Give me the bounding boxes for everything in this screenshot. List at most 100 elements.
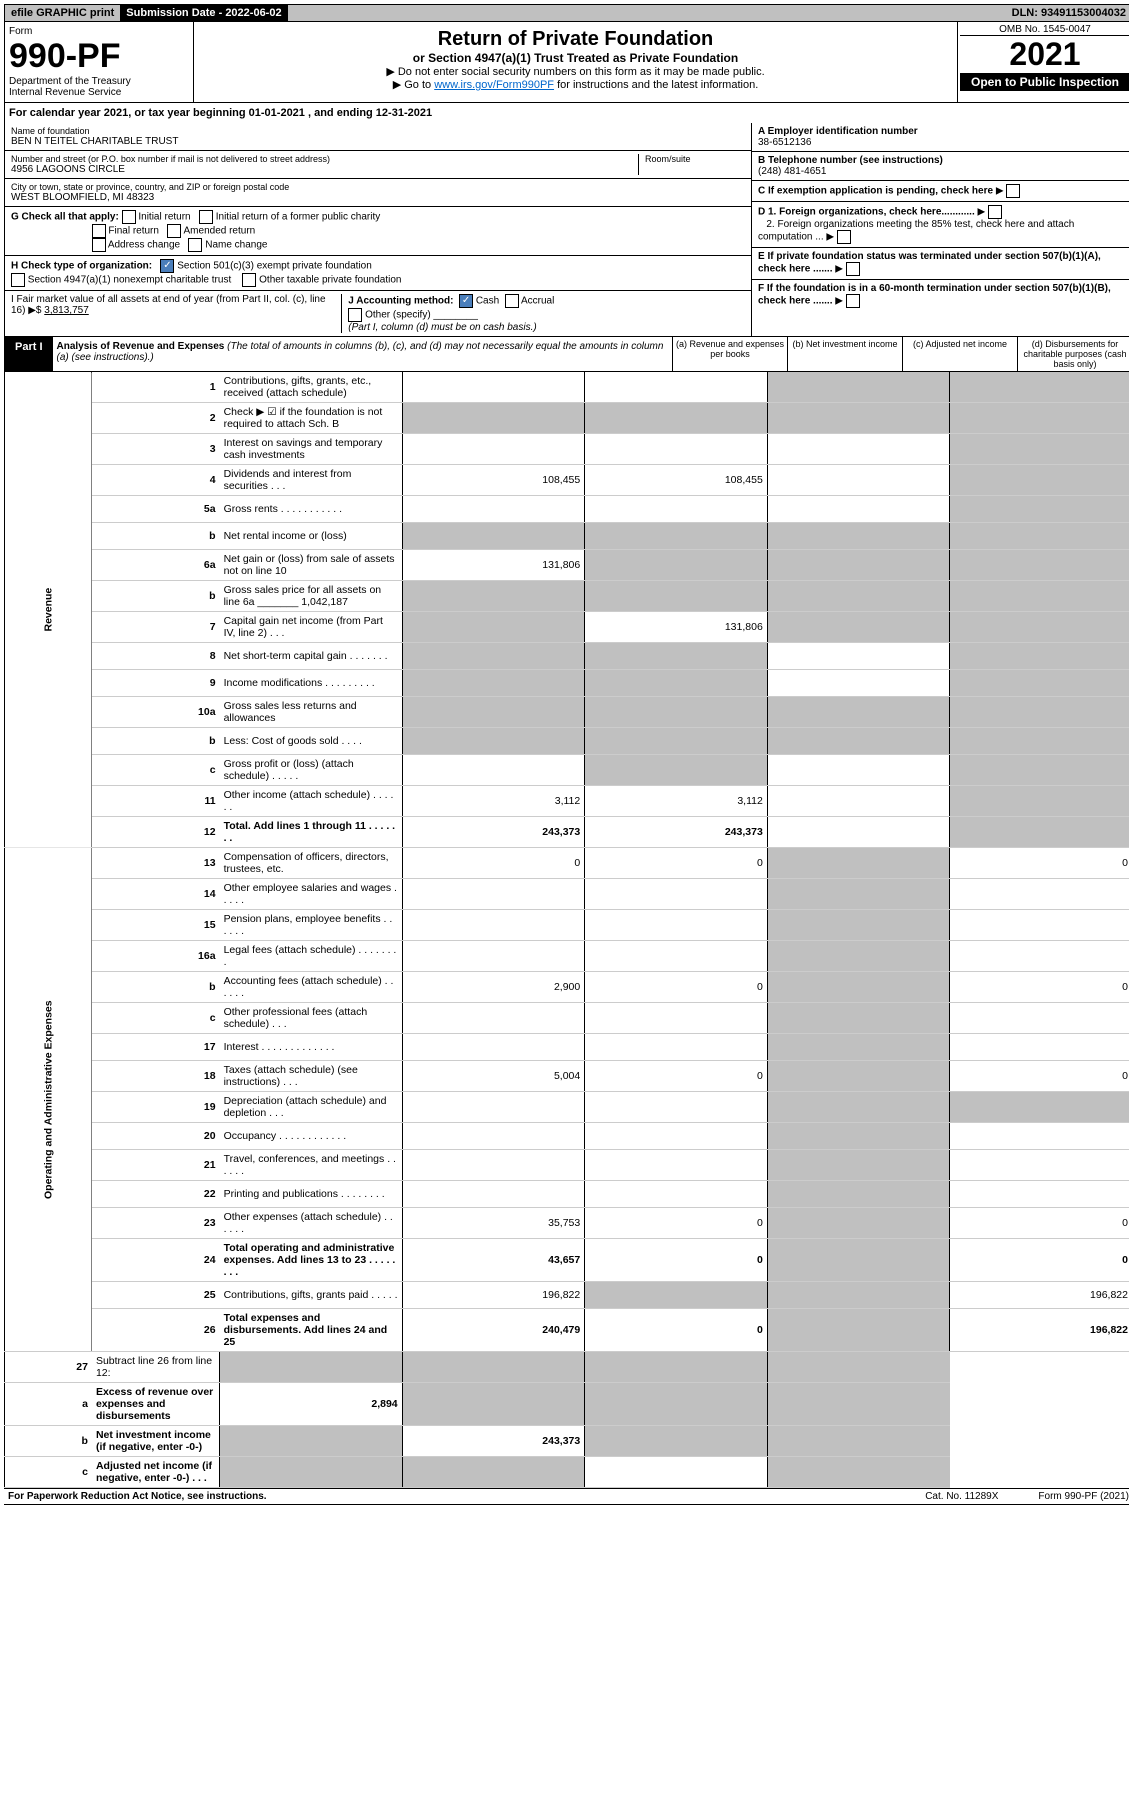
line-num: b: [5, 1426, 92, 1457]
entity-info: Name of foundation BEN N TEITEL CHARITAB…: [4, 123, 1129, 337]
line-num: 21: [92, 1150, 220, 1181]
line-num: 3: [92, 434, 220, 465]
form-ref: Form 990-PF (2021): [1038, 1491, 1129, 1502]
line-num: 10a: [92, 697, 220, 728]
line-desc: Contributions, gifts, grants, etc., rece…: [220, 372, 403, 403]
line-num: 23: [92, 1208, 220, 1239]
form-header: Form 990-PF Department of the Treasury I…: [4, 22, 1129, 103]
line-desc: Printing and publications . . . . . . . …: [220, 1181, 403, 1208]
cat-no: Cat. No. 11289X: [925, 1491, 998, 1502]
chk-4947[interactable]: [11, 273, 25, 287]
line-desc: Subtract line 26 from line 12:: [92, 1352, 220, 1383]
line-num: c: [92, 755, 220, 786]
line-num: 6a: [92, 550, 220, 581]
line-desc: Net rental income or (loss): [220, 523, 403, 550]
chk-other-taxable[interactable]: [242, 273, 256, 287]
line-num: 15: [92, 910, 220, 941]
line-desc: Total expenses and disbursements. Add li…: [220, 1309, 403, 1352]
street-address: 4956 LAGOONS CIRCLE: [11, 164, 638, 175]
form-number: 990-PF: [9, 37, 189, 76]
line-num: 11: [92, 786, 220, 817]
chk-501c3[interactable]: [160, 259, 174, 273]
city-state-zip: WEST BLOOMFIELD, MI 48323: [11, 192, 745, 203]
line-num: 14: [92, 879, 220, 910]
chk-initial-former[interactable]: [199, 210, 213, 224]
chk-amended[interactable]: [167, 224, 181, 238]
line-num: b: [92, 523, 220, 550]
line-num: b: [92, 581, 220, 612]
room-label: Room/suite: [645, 154, 745, 164]
chk-accrual[interactable]: [505, 294, 519, 308]
line-desc: Income modifications . . . . . . . . .: [220, 670, 403, 697]
open-inspection: Open to Public Inspection: [960, 73, 1129, 91]
chk-final[interactable]: [92, 224, 106, 238]
line-desc: Capital gain net income (from Part IV, l…: [220, 612, 403, 643]
omb-number: OMB No. 1545-0047: [960, 24, 1129, 36]
line-desc: Other employee salaries and wages . . . …: [220, 879, 403, 910]
chk-d1[interactable]: [988, 205, 1002, 219]
name-label: Name of foundation: [11, 126, 745, 136]
chk-c[interactable]: [1006, 184, 1020, 198]
chk-d2[interactable]: [837, 230, 851, 244]
line-num: 17: [92, 1034, 220, 1061]
section-f: F If the foundation is in a 60-month ter…: [752, 280, 1129, 311]
section-d: D 1. Foreign organizations, check here..…: [752, 202, 1129, 248]
line-num: 16a: [92, 941, 220, 972]
form-title: Return of Private Foundation: [200, 28, 951, 51]
chk-address[interactable]: [92, 238, 106, 252]
line-desc: Gross rents . . . . . . . . . . .: [220, 496, 403, 523]
chk-cash[interactable]: [459, 294, 473, 308]
form-subtitle: or Section 4947(a)(1) Trust Treated as P…: [200, 51, 951, 65]
line-desc: Gross profit or (loss) (attach schedule)…: [220, 755, 403, 786]
line-desc: Other income (attach schedule) . . . . .…: [220, 786, 403, 817]
col-b-hdr: (b) Net investment income: [787, 337, 902, 371]
line-num: 4: [92, 465, 220, 496]
line-num: 22: [92, 1181, 220, 1208]
chk-f[interactable]: [846, 294, 860, 308]
line-desc: Pension plans, employee benefits . . . .…: [220, 910, 403, 941]
chk-initial[interactable]: [122, 210, 136, 224]
line-desc: Total operating and administrative expen…: [220, 1239, 403, 1282]
top-bar: efile GRAPHIC print Submission Date - 20…: [4, 4, 1129, 22]
tax-year: 2021: [960, 36, 1129, 73]
foundation-name: BEN N TEITEL CHARITABLE TRUST: [11, 136, 745, 147]
side-exp-body: Operating and Administrative Expenses: [5, 848, 92, 1352]
line-desc: Excess of revenue over expenses and disb…: [92, 1383, 220, 1426]
ein-value: 38-6512136: [758, 137, 811, 148]
section-e: E If private foundation status was termi…: [752, 248, 1129, 280]
part1-table: Revenue1Contributions, gifts, grants, et…: [4, 372, 1129, 1488]
line-desc: Taxes (attach schedule) (see instruction…: [220, 1061, 403, 1092]
fmv-value: 3,813,757: [44, 305, 89, 316]
col-d-hdr: (d) Disbursements for charitable purpose…: [1017, 337, 1129, 371]
line-desc: Other expenses (attach schedule) . . . .…: [220, 1208, 403, 1239]
goto-note: ▶ Go to www.irs.gov/Form990PF for instru…: [200, 78, 951, 91]
chk-name[interactable]: [188, 238, 202, 252]
page-footer: For Paperwork Reduction Act Notice, see …: [4, 1488, 1129, 1505]
line-desc: Travel, conferences, and meetings . . . …: [220, 1150, 403, 1181]
dln: DLN: 93491153004032: [1006, 5, 1129, 21]
line-num: 20: [92, 1123, 220, 1150]
ein-label: A Employer identification number: [758, 126, 918, 137]
chk-other-method[interactable]: [348, 308, 362, 322]
line-desc: Interest . . . . . . . . . . . . .: [220, 1034, 403, 1061]
line-desc: Gross sales less returns and allowances: [220, 697, 403, 728]
line-num: 13: [92, 848, 220, 879]
line-desc: Interest on savings and temporary cash i…: [220, 434, 403, 465]
efile-label[interactable]: efile GRAPHIC print: [5, 5, 120, 21]
line-num: 5a: [92, 496, 220, 523]
line-num: c: [92, 1003, 220, 1034]
form-link[interactable]: www.irs.gov/Form990PF: [434, 79, 554, 91]
addr-label: Number and street (or P.O. box number if…: [11, 154, 638, 164]
part1-label: Part I: [5, 337, 53, 371]
line-num: b: [92, 728, 220, 755]
ssn-note: ▶ Do not enter social security numbers o…: [200, 65, 951, 78]
line-num: c: [5, 1457, 92, 1488]
chk-e[interactable]: [846, 262, 860, 276]
section-j: J Accounting method: Cash Accrual Other …: [341, 294, 745, 333]
phone-value: (248) 481-4651: [758, 166, 826, 177]
line-desc: Other professional fees (attach schedule…: [220, 1003, 403, 1034]
line-num: 1: [92, 372, 220, 403]
part1-title: Analysis of Revenue and Expenses: [57, 341, 225, 352]
section-g: G Check all that apply: Initial return I…: [5, 207, 751, 256]
line-num: 7: [92, 612, 220, 643]
